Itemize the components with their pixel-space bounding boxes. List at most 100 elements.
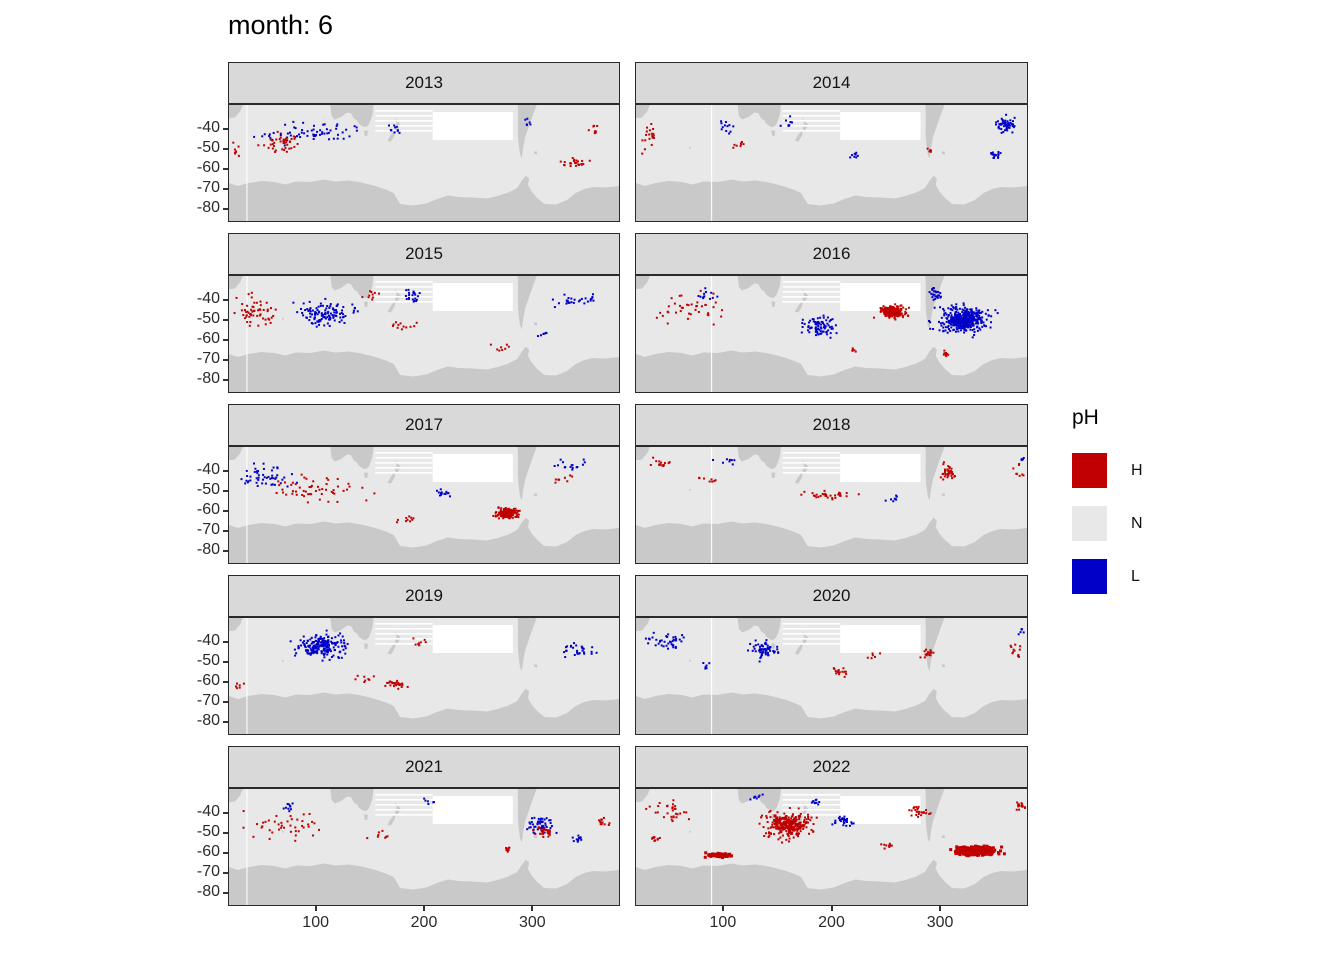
facet-strip-label: 2022 [812,757,851,776]
legend: pH H N L [1072,406,1143,603]
y-tick-mark [223,661,228,663]
y-tick-mark [223,832,228,834]
y-tick-mark [223,641,228,643]
y-tick-label: -40 [196,119,220,136]
y-tick-label: -40 [196,632,220,649]
legend-swatch-N [1072,506,1107,541]
y-tick-label: -70 [196,863,220,880]
y-tick-mark [223,872,228,874]
x-tick-label: 100 [709,914,737,931]
y-tick-mark [223,208,228,210]
y-tick-mark [223,470,228,472]
facet-2015: 2015 [228,233,620,393]
x-tick-mark [721,906,724,911]
facet-2014: 2014 [635,62,1028,222]
map-canvas-2021 [229,789,619,905]
y-tick-mark [223,168,228,170]
facet-strip-label: 2013 [405,73,443,92]
y-tick-label: -60 [196,672,220,689]
x-tick-mark [314,906,317,911]
y-tick-label: -70 [196,521,220,538]
facet-strip: 2018 [635,404,1028,446]
facet-strip-label: 2015 [405,244,443,263]
facet-2013: 2013 [228,62,620,222]
legend-title: pH [1072,406,1099,429]
map-canvas-2020 [636,618,1027,734]
map-canvas-2019 [229,618,619,734]
map-panel [635,446,1028,564]
x-tick-mark [423,906,425,911]
y-tick-label: -50 [196,481,220,498]
y-tick-label: -70 [196,350,220,367]
facet-strip-label: 2017 [405,415,443,434]
y-tick-label: -60 [196,501,220,518]
y-tick-label: -80 [196,883,220,900]
y-tick-label: -60 [196,843,220,860]
plot-title: month: 6 [228,10,334,40]
y-tick-mark [223,510,228,512]
y-tick-mark [223,299,228,301]
map-panel [635,617,1028,735]
y-tick-label: -60 [196,330,220,347]
y-tick-mark [223,490,228,492]
map-canvas-2014 [636,105,1027,221]
map-canvas-2022 [636,789,1027,905]
x-tick-label: 300 [926,914,954,931]
y-tick-mark [223,188,228,190]
y-tick-label: -70 [196,692,220,709]
map-panel [228,104,620,222]
y-tick-mark [223,148,228,150]
y-tick-label: -40 [196,290,220,307]
map-panel [228,788,620,906]
facet-strip: 2019 [228,575,620,617]
y-tick-label: -80 [196,541,220,558]
facet-strip-label: 2021 [405,757,443,776]
y-tick-label: -80 [196,199,220,216]
legend-entry-L: L [1072,550,1143,603]
map-panel [228,617,620,735]
y-tick-label: -40 [196,461,220,478]
y-tick-mark [223,812,228,814]
y-tick-mark [223,892,228,894]
map-canvas-2013 [229,105,619,221]
y-tick-label: -70 [196,179,220,196]
facet-strip: 2016 [635,233,1028,275]
map-canvas-2018 [636,447,1027,563]
facet-2021: 2021 [228,746,620,906]
legend-entry-label: H [1131,461,1143,479]
legend-entries: H N L [1072,444,1143,603]
y-tick-mark [223,721,228,723]
facet-2019: 2019 [228,575,620,735]
y-tick-label: -80 [196,712,220,729]
map-panel [635,104,1028,222]
legend-entry-label: L [1131,567,1140,585]
y-tick-mark [223,852,228,854]
y-tick-mark [223,550,228,552]
y-tick-label: -50 [196,139,220,156]
map-panel [635,788,1028,906]
facet-2022: 2022 [635,746,1028,906]
facet-2020: 2020 [635,575,1028,735]
facet-strip: 2013 [228,62,620,104]
y-tick-label: -60 [196,159,220,176]
legend-entry-label: N [1131,514,1143,532]
x-tick-mark [531,906,534,911]
y-tick-mark [223,319,228,321]
y-tick-label: -50 [196,652,220,669]
facet-2016: 2016 [635,233,1028,393]
map-canvas-2017 [229,447,619,563]
facet-strip: 2022 [635,746,1028,788]
facet-strip-label: 2016 [812,244,851,263]
legend-entry-N: N [1072,497,1143,550]
facet-strip-label: 2018 [812,415,851,434]
x-tick-label: 100 [302,914,330,931]
x-tick-label: 200 [818,914,845,931]
y-tick-mark [223,359,228,361]
facet-strip: 2015 [228,233,620,275]
y-tick-label: -50 [196,310,220,327]
facet-strip: 2021 [228,746,620,788]
legend-swatch-H [1072,453,1107,488]
x-tick-label: 200 [410,914,438,931]
y-tick-mark [223,701,228,703]
legend-entry-H: H [1072,444,1143,497]
